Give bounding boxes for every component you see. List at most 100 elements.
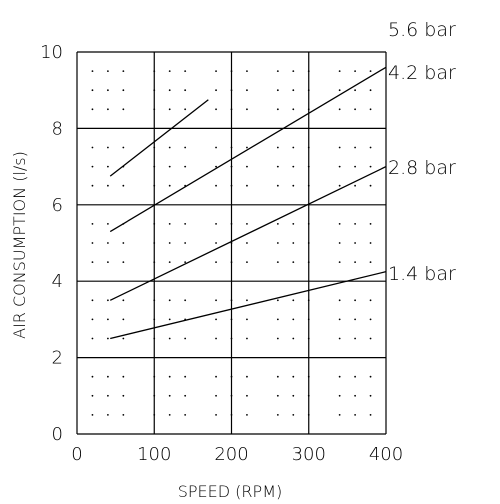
grid-dot (107, 261, 109, 263)
x-tick-label: 100 (137, 444, 171, 465)
grid-dot (153, 223, 156, 225)
grid-dot (215, 375, 217, 378)
grid-dot (354, 70, 356, 72)
grid-dot (354, 184, 356, 187)
grid-dot (184, 375, 187, 378)
grid-dot (354, 375, 356, 378)
grid-dot (122, 70, 125, 72)
grid-dot (215, 394, 217, 397)
grid-dot (122, 242, 125, 244)
grid-dot (122, 414, 125, 416)
grid-dot (122, 394, 125, 397)
grid-dot (338, 261, 341, 263)
grid-dot (168, 184, 171, 187)
grid-dot (91, 89, 94, 92)
grid-dot (215, 261, 217, 263)
grid-dot (230, 70, 233, 72)
grid-dot (338, 89, 341, 92)
y-axis-ticks: 0 2 4 6 8 10 (40, 42, 63, 445)
grid-dot (307, 70, 310, 72)
grid-dot (307, 337, 310, 340)
grid-dot (338, 108, 341, 111)
grid-dot (184, 146, 187, 149)
x-tick-label: 200 (214, 444, 248, 465)
grid-dot (276, 184, 279, 187)
grid-dot (230, 337, 233, 340)
grid-dot (276, 414, 279, 416)
grid-dot (292, 414, 295, 416)
grid-dot (307, 299, 310, 302)
grid-dot (276, 242, 279, 244)
grid-dot (230, 89, 233, 92)
grid-dot (215, 337, 217, 340)
x-axis-ticks: 0 100 200 300 400 (71, 444, 403, 465)
grid-dot (122, 89, 125, 92)
grid-dot (230, 318, 233, 321)
grid-dot (292, 375, 295, 378)
grid-dot (276, 375, 279, 378)
grid-dot (122, 375, 125, 378)
grid-dot (153, 375, 156, 378)
grid-dot (292, 146, 295, 149)
grid-dot (354, 223, 356, 225)
grid-dot (369, 375, 372, 378)
grid-dot (91, 261, 94, 263)
grid-dot (354, 261, 356, 263)
grid-dot (230, 165, 233, 168)
grid-dot (292, 70, 295, 72)
grid-dot (215, 146, 217, 149)
grid-dot (276, 394, 279, 397)
grid-dot (153, 165, 156, 168)
grid-dot (168, 108, 171, 111)
grid-dot (184, 223, 187, 225)
series-line-2-8-bar (109, 166, 387, 301)
grid-dot (168, 394, 171, 397)
grid-dot (338, 165, 341, 168)
grid-dot (307, 242, 310, 244)
grid-dot (91, 146, 94, 149)
y-tick-label: 6 (52, 195, 63, 216)
grid-dot (246, 375, 248, 378)
x-tick-label: 400 (369, 444, 403, 465)
grid-dot (91, 394, 94, 397)
grid-dot (354, 318, 356, 321)
grid-dot (230, 414, 233, 416)
grid-dot (276, 318, 279, 321)
series-lines (109, 66, 387, 340)
series-label: 1.4 bar (388, 263, 456, 285)
grid-dot (107, 337, 109, 340)
grid-dot (354, 108, 356, 111)
grid-dot (91, 223, 94, 225)
grid-dot (307, 108, 310, 111)
grid-dot (338, 414, 341, 416)
grid-dot (246, 299, 248, 302)
series-label: 4.2 bar (388, 62, 456, 84)
grid-dot (168, 299, 171, 302)
grid-dot (292, 261, 295, 263)
grid-dot (354, 89, 356, 92)
grid-dot (338, 223, 341, 225)
grid-dot (292, 165, 295, 168)
grid-dot (369, 89, 372, 92)
grid-dot (122, 108, 125, 111)
grid-dot (91, 184, 94, 187)
grid-dot (230, 299, 233, 302)
grid-dot (307, 394, 310, 397)
grid-dot (338, 70, 341, 72)
grid-dot (168, 337, 171, 340)
grid-dot (215, 165, 217, 168)
grid-dot (168, 318, 171, 321)
y-axis-label: AIR CONSUMPTION (l/s) (10, 151, 29, 339)
series-line-4-2-bar (109, 66, 387, 233)
grid-dot (184, 261, 187, 263)
grid-dot (276, 70, 279, 72)
grid-dot (246, 394, 248, 397)
grid-dot (215, 70, 217, 72)
grid-dot (307, 184, 310, 187)
grid-dot (292, 108, 295, 111)
grid-dot (369, 337, 372, 340)
grid-dot (307, 375, 310, 378)
grid-dot (184, 414, 187, 416)
grid-dot (122, 337, 125, 340)
